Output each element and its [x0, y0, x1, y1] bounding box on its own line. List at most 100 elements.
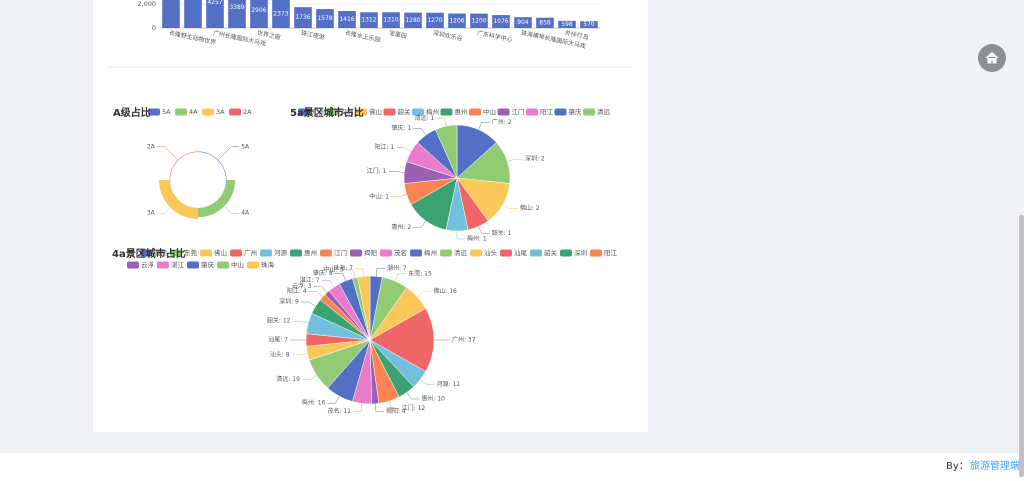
label-line — [327, 396, 340, 404]
slice-label: 肇庆: 1 — [391, 124, 411, 132]
label-line — [300, 301, 316, 307]
slice-label: 惠州: 10 — [421, 394, 445, 402]
footer-link[interactable]: 旅游管理端 — [970, 459, 1020, 472]
bar — [470, 13, 488, 28]
bar-value-label: 1736 — [295, 14, 310, 21]
legend-swatch — [383, 108, 396, 116]
legend-swatch — [148, 108, 160, 116]
bar-value-label: 1206 — [449, 17, 464, 24]
bar-value-label: 858 — [539, 19, 551, 26]
legend-label: 清远 — [454, 248, 468, 257]
legend-swatch — [247, 261, 259, 269]
legend-swatch — [298, 108, 310, 116]
legend-swatch — [290, 249, 302, 257]
legend-label: 韶关 — [544, 248, 558, 257]
slice-label: 韶关: 12 — [267, 317, 291, 325]
legend-label: 中山 — [483, 107, 496, 116]
bar — [492, 15, 510, 28]
legend-swatch — [157, 261, 169, 269]
label-line — [390, 194, 407, 198]
label-line — [291, 353, 308, 356]
bar — [536, 17, 554, 28]
home-icon[interactable] — [985, 51, 999, 64]
legend-label: 广州 — [244, 248, 257, 257]
bar — [404, 12, 422, 28]
slice-label: 4A — [241, 210, 250, 217]
legend-swatch — [350, 249, 362, 257]
chart-title: 5a景区城市占比 — [290, 106, 364, 119]
legend-swatch — [200, 249, 212, 257]
slice-label: 揭阳: 4 — [386, 407, 406, 415]
legend-swatch — [583, 108, 595, 116]
legend-label: 汕头 — [484, 248, 498, 257]
pie-slice — [198, 180, 236, 218]
legend-swatch — [127, 261, 139, 269]
legend-label: 珠海 — [261, 260, 275, 269]
slice-label: 广州: 2 — [492, 118, 512, 126]
legend-swatch — [229, 108, 241, 116]
label-line — [507, 158, 524, 162]
legend-label: 3A — [216, 108, 225, 116]
legend-label: 5A — [162, 108, 171, 116]
slice-label: 清远: 1 — [415, 114, 435, 122]
slice-label: 梅州: 16 — [302, 399, 326, 407]
label-line — [388, 171, 405, 173]
y-tick-label: 2,000 — [137, 0, 156, 8]
label-line — [308, 291, 323, 298]
label-line — [345, 269, 356, 278]
legend-label: 韶关 — [398, 107, 412, 116]
legend-label: 江门 — [512, 107, 525, 116]
legend-label: 清远 — [597, 107, 611, 116]
slice-label: 惠州: 2 — [391, 223, 411, 231]
bar — [316, 9, 334, 29]
label-line — [406, 392, 420, 400]
bar — [162, 0, 180, 28]
label-line — [292, 320, 309, 324]
bar-value-label: 1578 — [317, 15, 332, 22]
slice-label: 梅州: 1 — [467, 235, 487, 243]
legend-label: 中山 — [231, 260, 244, 269]
slice-label: 佛山: 16 — [433, 287, 457, 295]
slice-label: 河源: 11 — [437, 380, 461, 388]
legend-swatch — [554, 108, 567, 116]
bar — [294, 7, 312, 29]
label-line — [375, 403, 384, 412]
legend-swatch — [320, 249, 332, 257]
chart-title: A级占比 — [113, 106, 151, 119]
bar-value-label: 2906 — [251, 7, 266, 14]
footer-by: By： — [946, 461, 969, 472]
scrollbar-thumb[interactable] — [1019, 215, 1024, 477]
slice-label: 东莞: 15 — [408, 269, 432, 277]
slice-label: 韶关: 1 — [492, 229, 512, 237]
label-line — [420, 379, 435, 385]
slice-label: 佛山: 2 — [520, 204, 540, 212]
label-line — [396, 147, 412, 152]
legend-label: 茂名 — [394, 248, 407, 257]
bar-value-label: 1270 — [427, 17, 442, 24]
slice-label: 云浮: 3 — [292, 282, 312, 290]
bar — [448, 13, 466, 28]
label-line — [413, 220, 427, 228]
slice-label: 3A — [147, 210, 156, 217]
legend-label: 汕尾 — [514, 248, 528, 257]
legend-swatch — [217, 261, 229, 269]
label-line — [156, 207, 171, 214]
label-line — [502, 204, 518, 209]
label-line — [156, 146, 179, 161]
legend-label: 云浮 — [141, 260, 155, 269]
bar-value-label: 1416 — [339, 16, 354, 23]
slice-label: 中山: 3 — [323, 266, 343, 274]
home-button[interactable] — [978, 44, 1006, 72]
label-line — [375, 268, 385, 277]
slice-label: 茂名: 11 — [327, 407, 351, 415]
y-tick-label: 0 — [152, 24, 156, 32]
slice-label: 阳江: 4 — [287, 287, 307, 295]
legend-swatch — [355, 108, 367, 116]
legend-label: 广州 — [312, 107, 325, 116]
legend-label: 2A — [243, 108, 252, 116]
legend-swatch — [175, 108, 187, 116]
slice-label: 肇庆: 8 — [313, 269, 333, 277]
bar-value-label: 1200 — [471, 17, 486, 24]
bar — [580, 21, 598, 28]
bar — [206, 0, 224, 28]
